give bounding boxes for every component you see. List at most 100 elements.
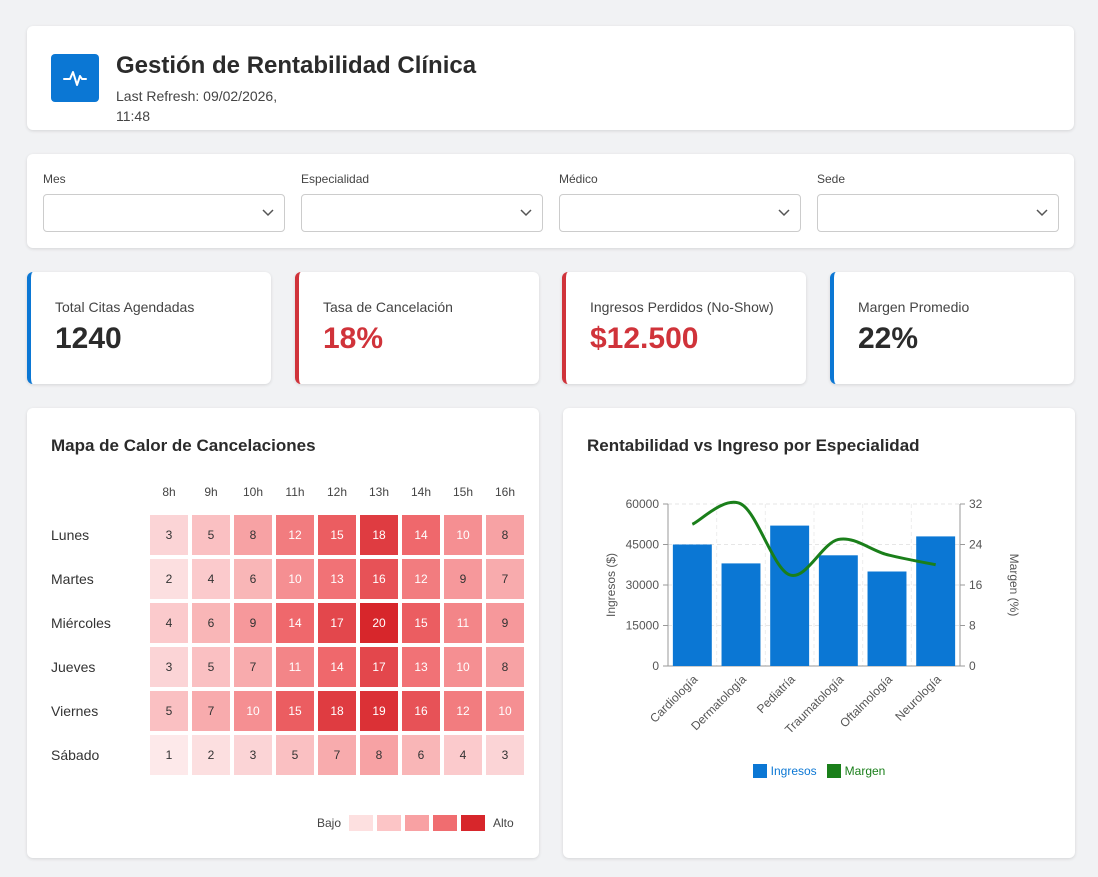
heatmap-cell[interactable] — [234, 735, 272, 775]
day-label: Martes — [51, 571, 94, 587]
heatmap-cell[interactable] — [318, 735, 356, 775]
heatmap-cell[interactable] — [402, 559, 440, 599]
heatmap-value: 9 — [502, 616, 509, 630]
heatmap-cell[interactable] — [444, 735, 482, 775]
heatmap-cell[interactable] — [150, 603, 188, 643]
heatmap-value: 8 — [250, 528, 257, 542]
y-tick-label: 45000 — [626, 538, 660, 552]
line-margen[interactable] — [691, 500, 936, 577]
heatmap-cell[interactable] — [318, 559, 356, 599]
heatmap-cell[interactable] — [276, 735, 314, 775]
heatmap-cell[interactable] — [150, 515, 188, 555]
heatmap-cell[interactable] — [360, 691, 398, 731]
hour-label: 16h — [495, 485, 515, 499]
kpi-label: Tasa de Cancelación — [323, 299, 453, 315]
heatmap-cell[interactable] — [192, 647, 230, 687]
legend-high-label: Alto — [493, 816, 514, 830]
heatmap-cell[interactable] — [486, 735, 524, 775]
heatmap-value: 8 — [502, 528, 509, 542]
y2-tick-label: 0 — [969, 659, 976, 673]
heatmap-cell[interactable] — [402, 515, 440, 555]
heatmap-cell[interactable] — [276, 647, 314, 687]
bar-ingresos[interactable] — [916, 536, 956, 666]
heatmap-cell[interactable] — [486, 559, 524, 599]
medico-select[interactable] — [559, 194, 801, 232]
heatmap-cell[interactable] — [234, 559, 272, 599]
heatmap-cell[interactable] — [444, 603, 482, 643]
heatmap-value: 17 — [372, 660, 386, 674]
y-axis-title: Ingresos ($) — [604, 553, 618, 617]
y-tick-label: 0 — [652, 659, 659, 673]
kpi-label: Margen Promedio — [858, 299, 970, 315]
heatmap-cell[interactable] — [360, 559, 398, 599]
kpi-label: Total Citas Agendadas — [55, 299, 195, 315]
bar-ingresos[interactable] — [672, 544, 712, 667]
heatmap-cell[interactable] — [486, 647, 524, 687]
heatmap-cell[interactable] — [486, 515, 524, 555]
bar-ingresos[interactable] — [770, 525, 810, 666]
heatmap-cell[interactable] — [276, 603, 314, 643]
heatmap-cell[interactable] — [150, 559, 188, 599]
heatmap-value: 19 — [372, 704, 386, 718]
heatmap-cell[interactable] — [318, 647, 356, 687]
heatmap-cell[interactable] — [318, 603, 356, 643]
heatmap-cell[interactable] — [276, 691, 314, 731]
heatmap-cell[interactable] — [360, 647, 398, 687]
bar-ingresos[interactable] — [818, 555, 858, 666]
heatmap-cell[interactable] — [360, 603, 398, 643]
heatmap-cell[interactable] — [150, 691, 188, 731]
legend-swatch — [826, 764, 841, 778]
heatmap-cell[interactable] — [402, 735, 440, 775]
heatmap-cell[interactable] — [192, 735, 230, 775]
heatmap-cell[interactable] — [234, 647, 272, 687]
heatmap-cell[interactable] — [360, 515, 398, 555]
heatmap-value: 9 — [460, 572, 467, 586]
heatmap-cell[interactable] — [276, 515, 314, 555]
heatmap-cell[interactable] — [318, 691, 356, 731]
heatmap-cell[interactable] — [444, 691, 482, 731]
filter-label: Médico — [559, 172, 598, 186]
bar-ingresos[interactable] — [721, 563, 761, 666]
heatmap-cell[interactable] — [444, 559, 482, 599]
hour-label: 12h — [327, 485, 347, 499]
hour-label: 11h — [285, 485, 304, 499]
kpi-value: $12.500 — [590, 322, 699, 355]
chevron-down-icon — [1036, 209, 1048, 217]
heatmap-cell[interactable] — [444, 515, 482, 555]
heatmap-cell[interactable] — [192, 559, 230, 599]
heatmap-cell[interactable] — [192, 603, 230, 643]
sede-select[interactable] — [817, 194, 1059, 232]
heatmap-value: 5 — [208, 528, 215, 542]
kpi-tasa-cancelacion: Tasa de Cancelación 18% — [295, 272, 539, 384]
heatmap-value: 14 — [414, 528, 428, 542]
heatmap-value: 15 — [288, 704, 302, 718]
heatmap-cell[interactable] — [402, 647, 440, 687]
legend-margen[interactable]: Margen — [826, 764, 885, 778]
kpi-label: Ingresos Perdidos (No-Show) — [590, 299, 774, 315]
heatmap-cell[interactable] — [360, 735, 398, 775]
heatmap-cell[interactable] — [486, 691, 524, 731]
heatmap-value: 14 — [330, 660, 344, 674]
heatmap-cell[interactable] — [276, 559, 314, 599]
bar-ingresos[interactable] — [867, 571, 907, 667]
mes-select[interactable] — [43, 194, 285, 232]
heatmap-cell[interactable] — [192, 515, 230, 555]
legend-ingresos[interactable]: Ingresos — [752, 764, 817, 778]
hour-label: 10h — [243, 485, 263, 499]
heatmap-cell[interactable] — [234, 603, 272, 643]
heatmap-cell[interactable] — [234, 515, 272, 555]
heatmap-cell[interactable] — [150, 647, 188, 687]
filters-card: Mes Especialidad Médico Sede — [27, 154, 1074, 248]
heatmap-cell[interactable] — [150, 735, 188, 775]
heatmap-value: 9 — [250, 616, 257, 630]
heatmap-cell[interactable] — [486, 603, 524, 643]
especialidad-select[interactable] — [301, 194, 543, 232]
heatmap-value: 13 — [414, 660, 428, 674]
heatmap-cell[interactable] — [402, 603, 440, 643]
chevron-down-icon — [520, 209, 532, 217]
heatmap-cell[interactable] — [402, 691, 440, 731]
heatmap-cell[interactable] — [192, 691, 230, 731]
heatmap-cell[interactable] — [234, 691, 272, 731]
heatmap-cell[interactable] — [444, 647, 482, 687]
heatmap-cell[interactable] — [318, 515, 356, 555]
